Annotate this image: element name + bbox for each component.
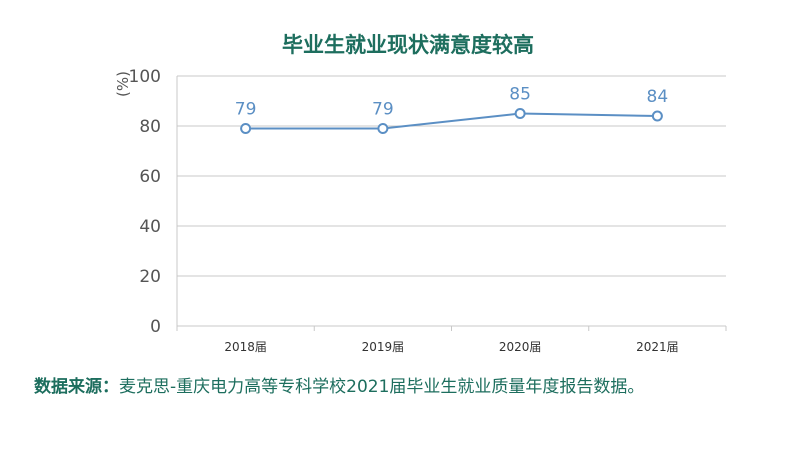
x-tick-labels: 2018届 2019届 2020届 2021届: [224, 340, 678, 354]
data-label: 84: [647, 87, 669, 107]
y-tick-labels: 0 20 40 60 80 100: [129, 67, 161, 337]
axes: [176, 76, 727, 331]
source-text: 麦克思-重庆电力高等专科学校2021届毕业生就业质量年度报告数据。: [119, 377, 645, 397]
data-point: [377, 123, 389, 134]
y-tick-label: 20: [139, 267, 161, 287]
grid-lines: [177, 75, 726, 277]
chart-title: 毕业生就业现状满意度较高: [282, 33, 534, 57]
data-point: [651, 110, 663, 122]
x-tick-label: 2021届: [636, 340, 679, 354]
data-label: 79: [372, 100, 394, 120]
source-label: 数据来源：: [34, 377, 119, 397]
y-tick-label: 80: [139, 117, 161, 137]
data-point: [514, 108, 526, 119]
y-tick-label: 100: [129, 67, 161, 87]
x-tick-label: 2020届: [499, 340, 542, 354]
y-axis-unit-label: (%): [114, 71, 132, 97]
data-point: [240, 123, 252, 134]
series-group: [240, 108, 663, 134]
y-tick-label: 60: [139, 167, 161, 187]
data-labels: 79 79 85 84: [235, 85, 668, 120]
x-tick-label: 2019届: [362, 340, 405, 354]
x-tick-label: 2018届: [224, 340, 267, 354]
y-tick-label: 0: [150, 317, 161, 337]
source-note: 数据来源：麦克思-重庆电力高等专科学校2021届毕业生就业质量年度报告数据。: [34, 372, 644, 397]
data-label: 85: [509, 85, 531, 105]
data-label: 79: [235, 100, 257, 120]
line-chart: 毕业生就业现状满意度较高 (%) 0 20 40 60 80 100 2018届 2019届…: [114, 33, 727, 354]
series-line: [245, 112, 658, 130]
y-tick-label: 40: [139, 217, 161, 237]
